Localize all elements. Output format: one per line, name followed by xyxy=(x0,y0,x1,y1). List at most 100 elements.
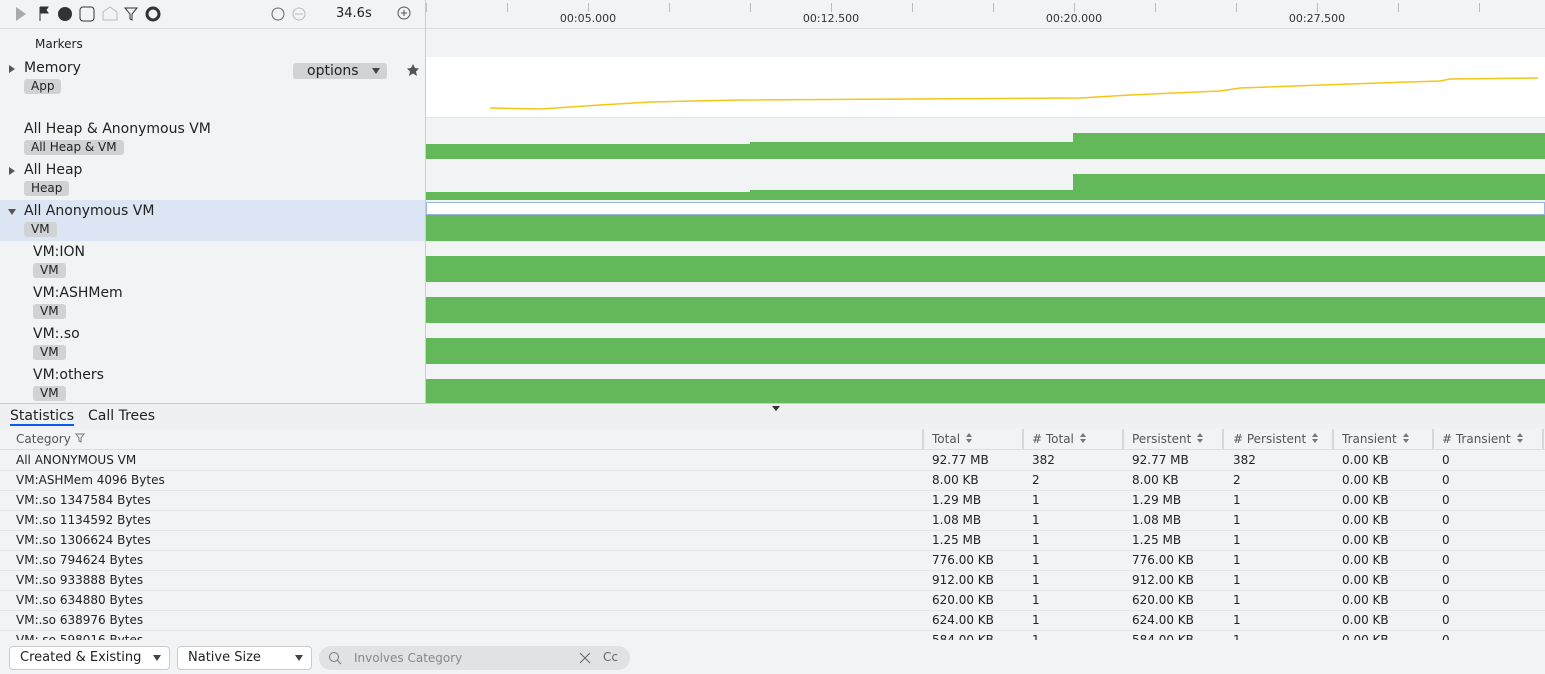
track-bg xyxy=(426,57,1545,118)
table-cell: 584.00 KB xyxy=(1132,633,1194,640)
column-separator xyxy=(1332,429,1334,449)
size-dropdown[interactable]: Native Size xyxy=(177,646,312,670)
table-cell: 0 xyxy=(1442,473,1450,487)
column-header[interactable]: # Persistent xyxy=(1233,432,1320,446)
expand-icon[interactable] xyxy=(7,166,17,176)
column-separator xyxy=(1432,429,1434,449)
track-row[interactable]: VM:others VM xyxy=(0,364,425,404)
track-row[interactable]: All Anonymous VM VM xyxy=(0,200,425,242)
column-separator xyxy=(1222,429,1224,449)
table-cell: 1 xyxy=(1032,513,1040,527)
clear-icon[interactable] xyxy=(579,652,591,664)
search-placeholder: Involves Category xyxy=(354,651,463,665)
tab[interactable]: Call Trees xyxy=(88,408,156,424)
search-icon xyxy=(329,652,342,665)
column-header[interactable]: Total xyxy=(932,432,974,446)
table-cell: 92.77 MB xyxy=(1132,453,1189,467)
heap-area xyxy=(426,174,1545,200)
table-cell: VM:.so 933888 Bytes xyxy=(16,573,144,587)
filter-icon[interactable] xyxy=(74,433,85,443)
expand-icon[interactable] xyxy=(7,64,17,74)
table-cell: 1.25 MB xyxy=(932,533,982,547)
column-header[interactable]: # Total xyxy=(1032,432,1088,446)
table-cell: 1 xyxy=(1032,633,1040,640)
sort-icon[interactable] xyxy=(964,433,974,443)
markers-row: Markers xyxy=(0,29,425,58)
table-cell: 1.08 MB xyxy=(1132,513,1182,527)
time-label: 00:05.000 xyxy=(560,12,616,25)
add-button[interactable] xyxy=(395,4,415,24)
track-tag: VM xyxy=(33,263,66,278)
ruler-bg xyxy=(426,0,1545,28)
table-cell: 0 xyxy=(1442,633,1450,640)
table-cell: 1.08 MB xyxy=(932,513,982,527)
case-toggle[interactable]: Cc xyxy=(603,650,618,664)
sort-icon[interactable] xyxy=(1310,433,1320,443)
table-row[interactable]: All ANONYMOUS VM 92.77 MB 382 92.77 MB 382 0.… xyxy=(0,450,1545,471)
table-row[interactable]: VM:.so 598016 Bytes 584.00 KB 1 584.00 KB 1 0… xyxy=(0,630,1545,640)
time-label: 00:12.500 xyxy=(803,12,859,25)
column-header[interactable]: Transient xyxy=(1342,432,1411,446)
table-cell: VM:.so 1347584 Bytes xyxy=(16,493,151,507)
table-cell: 0 xyxy=(1442,493,1450,507)
table-cell: 1 xyxy=(1032,613,1040,627)
column-header[interactable]: Category xyxy=(16,432,85,446)
filter-dropdown[interactable]: Created & Existing xyxy=(9,646,171,670)
track-tag: VM xyxy=(33,345,66,360)
vm-area xyxy=(426,379,1545,403)
search-box[interactable]: Involves Category Cc xyxy=(319,646,630,670)
expand-icon[interactable] xyxy=(7,207,17,217)
track-row[interactable]: VM:ASHMem VM xyxy=(0,282,425,324)
collapse-arrow[interactable] xyxy=(770,404,782,412)
table-cell: 0.00 KB xyxy=(1342,513,1389,527)
table-row[interactable]: VM:.so 1134592 Bytes 1.08 MB 1 1.08 MB 1 0.00… xyxy=(0,510,1545,531)
table-cell: All ANONYMOUS VM xyxy=(16,453,137,467)
column-separator xyxy=(1122,429,1124,449)
table-row[interactable]: VM:.so 638976 Bytes 624.00 KB 1 624.00 KB 1 0… xyxy=(0,610,1545,631)
table-cell: VM:ASHMem 4096 Bytes xyxy=(16,473,165,487)
table-cell: VM:.so 634880 Bytes xyxy=(16,593,144,607)
table-row[interactable]: VM:ASHMem 4096 Bytes 8.00 KB 2 8.00 KB 2 0.00… xyxy=(0,470,1545,491)
track-row[interactable]: VM:.so VM xyxy=(0,323,425,365)
table-cell: 624.00 KB xyxy=(932,613,994,627)
table-row[interactable]: VM:.so 933888 Bytes 912.00 KB 1 912.00 KB 1 0… xyxy=(0,570,1545,591)
table-cell: VM:.so 638976 Bytes xyxy=(16,613,144,627)
sort-icon[interactable] xyxy=(1195,433,1205,443)
table-cell: VM:.so 1134592 Bytes xyxy=(16,513,151,527)
star-icon[interactable] xyxy=(406,63,420,77)
options-button[interactable]: options xyxy=(293,63,387,79)
sort-icon[interactable] xyxy=(1401,433,1411,443)
table-row[interactable]: VM:.so 634880 Bytes 620.00 KB 1 620.00 KB 1 0… xyxy=(0,590,1545,611)
zoom-icons[interactable] xyxy=(268,4,308,24)
table-cell: 1 xyxy=(1032,573,1040,587)
track-tag: VM xyxy=(24,222,57,237)
table-cell: 1 xyxy=(1233,513,1241,527)
table-cell: 1.25 MB xyxy=(1132,533,1182,547)
divider xyxy=(425,0,426,403)
column-header[interactable]: # Transient xyxy=(1442,432,1525,446)
table-cell: 620.00 KB xyxy=(1132,593,1194,607)
table-cell: 1 xyxy=(1233,573,1241,587)
table-row[interactable]: VM:.so 1347584 Bytes 1.29 MB 1 1.29 MB 1 0.00… xyxy=(0,490,1545,511)
track-row[interactable]: All Heap & Anonymous VM All Heap & VM xyxy=(0,118,425,160)
tab[interactable]: Statistics xyxy=(10,408,74,426)
table-cell: 0.00 KB xyxy=(1342,533,1389,547)
toolbar-icons[interactable] xyxy=(10,4,180,24)
markers-label: Markers xyxy=(35,37,83,51)
sort-icon[interactable] xyxy=(1515,433,1525,443)
column-separator xyxy=(1022,429,1024,449)
column-separator xyxy=(922,429,924,449)
table-cell: 912.00 KB xyxy=(932,573,994,587)
table-row[interactable]: VM:.so 1306624 Bytes 1.25 MB 1 1.25 MB 1 0.00… xyxy=(0,530,1545,551)
track-row[interactable]: All Heap Heap xyxy=(0,159,425,201)
dropdown-caret xyxy=(295,655,303,661)
track-row[interactable]: Memory App options xyxy=(0,57,425,119)
table-cell: 8.00 KB xyxy=(1132,473,1179,487)
table-row[interactable]: VM:.so 794624 Bytes 776.00 KB 1 776.00 KB 1 0… xyxy=(0,550,1545,571)
track-row[interactable]: VM:ION VM xyxy=(0,241,425,283)
column-header[interactable]: Persistent xyxy=(1132,432,1205,446)
sort-icon[interactable] xyxy=(1078,433,1088,443)
table-cell: 1.29 MB xyxy=(1132,493,1182,507)
table-cell: 0.00 KB xyxy=(1342,593,1389,607)
